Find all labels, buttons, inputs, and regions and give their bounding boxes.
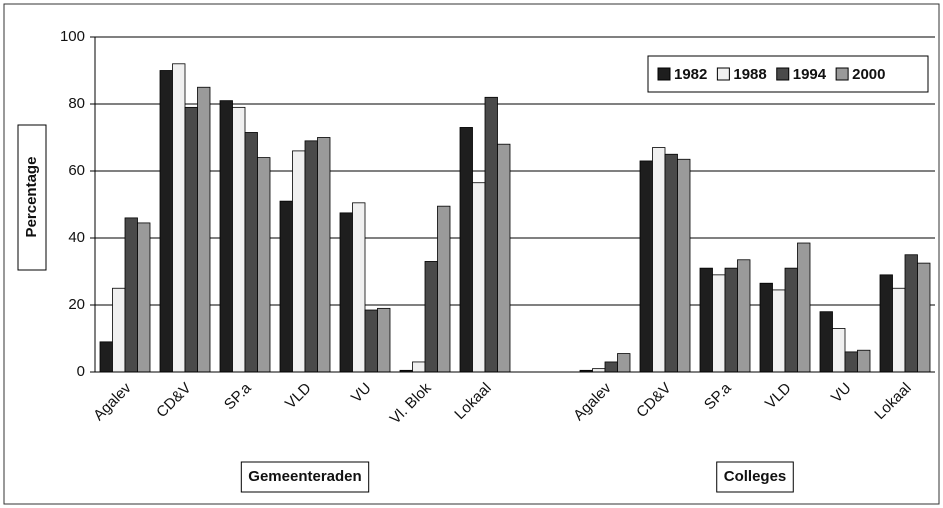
bar bbox=[172, 63, 186, 373]
bar bbox=[712, 274, 726, 373]
bar bbox=[232, 106, 246, 373]
x-tick-label: Agalev bbox=[570, 379, 615, 424]
y-label-box bbox=[17, 124, 47, 271]
bar bbox=[424, 261, 438, 373]
x-tick-label: Vl. Blok bbox=[387, 379, 435, 427]
legend-swatch bbox=[776, 67, 790, 81]
bar bbox=[124, 217, 138, 373]
group-label-box bbox=[240, 461, 370, 493]
x-tick-label: Agalev bbox=[90, 379, 135, 424]
bar bbox=[352, 202, 366, 373]
bar bbox=[759, 282, 773, 373]
y-tick-label: 0 bbox=[77, 363, 85, 380]
bar bbox=[699, 267, 713, 373]
x-tick-label: VU bbox=[828, 380, 855, 407]
bar bbox=[592, 368, 606, 373]
bar bbox=[737, 259, 751, 373]
legend-label: 1994 bbox=[793, 66, 827, 83]
legend-label: 1982 bbox=[674, 66, 707, 83]
bar bbox=[304, 140, 318, 373]
bar bbox=[197, 86, 211, 373]
bar bbox=[664, 153, 678, 373]
y-tick-label: 60 bbox=[68, 162, 85, 179]
bar bbox=[459, 127, 473, 373]
bar bbox=[617, 353, 631, 373]
bar bbox=[99, 341, 113, 373]
bar bbox=[137, 222, 151, 373]
bar bbox=[892, 287, 906, 373]
bar bbox=[339, 212, 353, 373]
bar bbox=[784, 267, 798, 373]
legend-swatch bbox=[835, 67, 849, 81]
bar bbox=[879, 274, 893, 373]
bar bbox=[819, 311, 833, 373]
legend-swatch bbox=[657, 67, 671, 81]
y-tick-label: 40 bbox=[68, 229, 85, 246]
bar bbox=[857, 349, 871, 373]
y-tick-label: 100 bbox=[60, 28, 85, 45]
bar bbox=[677, 158, 691, 373]
x-tick-label: Lokaal bbox=[451, 380, 494, 423]
bar bbox=[377, 307, 391, 373]
bar bbox=[652, 147, 666, 373]
bar bbox=[244, 132, 258, 373]
group-label-box bbox=[716, 461, 794, 493]
bar bbox=[219, 100, 233, 373]
frame bbox=[3, 3, 940, 505]
bar bbox=[112, 287, 126, 373]
bar bbox=[772, 289, 786, 373]
legend-label: 2000 bbox=[852, 66, 885, 83]
bar bbox=[832, 328, 846, 373]
x-tick-label: CD&V bbox=[633, 380, 674, 421]
bar bbox=[904, 254, 918, 373]
x-tick-label: VLD bbox=[762, 380, 795, 413]
y-tick-label: 80 bbox=[68, 95, 85, 112]
y-tick-label: 20 bbox=[68, 296, 85, 313]
legend-swatch bbox=[716, 67, 730, 81]
group-label: Colleges bbox=[724, 468, 787, 485]
bar bbox=[279, 200, 293, 373]
bar bbox=[639, 160, 653, 373]
bar bbox=[159, 70, 173, 373]
bar bbox=[364, 309, 378, 373]
bar bbox=[724, 267, 738, 373]
bar bbox=[844, 351, 858, 373]
x-tick-label: CD&V bbox=[153, 380, 194, 421]
group-label: Gemeenteraden bbox=[248, 468, 361, 485]
bar bbox=[497, 143, 511, 373]
y-axis-label: Percentage bbox=[23, 157, 40, 238]
bar bbox=[412, 361, 426, 373]
bar bbox=[437, 205, 451, 373]
x-tick-label: Lokaal bbox=[871, 380, 914, 423]
bar bbox=[317, 137, 331, 373]
bar bbox=[184, 106, 198, 373]
bar bbox=[484, 96, 498, 373]
bar bbox=[797, 242, 811, 373]
x-tick-label: SP.a bbox=[221, 379, 255, 413]
legend-label: 1988 bbox=[733, 66, 766, 83]
bar bbox=[257, 157, 271, 373]
x-tick-label: VLD bbox=[282, 380, 315, 413]
bar bbox=[917, 262, 931, 373]
bar bbox=[292, 150, 306, 373]
x-tick-label: VU bbox=[348, 380, 375, 407]
x-tick-label: SP.a bbox=[701, 379, 735, 413]
bar bbox=[604, 361, 618, 373]
bar bbox=[472, 182, 486, 373]
